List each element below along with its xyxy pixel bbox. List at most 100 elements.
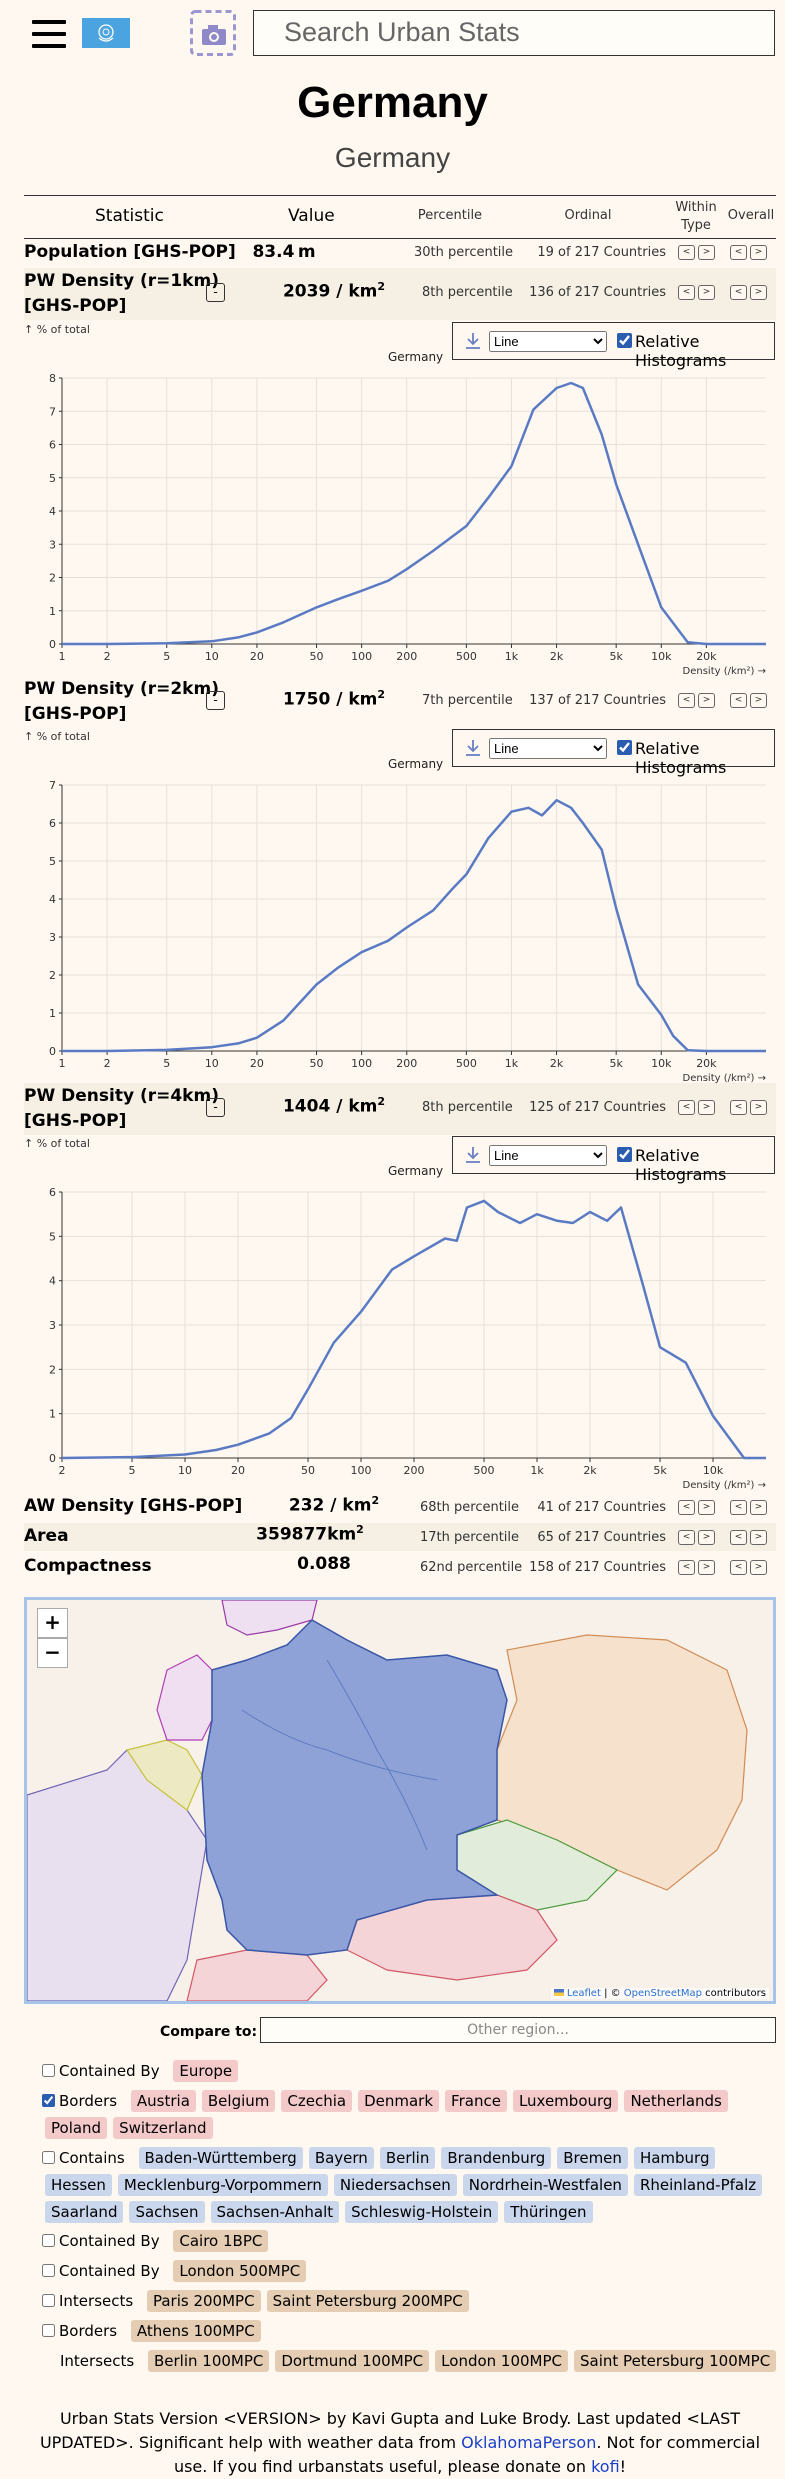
overall-prev-button[interactable]: < — [730, 1500, 747, 1515]
oklahomaperson-link[interactable]: OklahomaPerson — [461, 2433, 597, 2452]
camera-icon[interactable] — [190, 10, 236, 56]
region-chip[interactable]: Poland — [45, 2117, 108, 2139]
histogram-style-select[interactable]: Line — [489, 738, 607, 759]
region-chip[interactable]: Baden-Württemberg — [138, 2147, 303, 2169]
within-type-next-button[interactable]: > — [698, 1500, 715, 1515]
within-type-prev-button[interactable]: < — [678, 1530, 695, 1545]
stat-name[interactable]: Population [GHS-POP] — [24, 242, 236, 262]
within-type-next-button[interactable]: > — [698, 285, 715, 300]
within-type-prev-button[interactable]: < — [678, 1500, 695, 1515]
region-chip[interactable]: Bayern — [308, 2147, 374, 2169]
download-icon[interactable] — [463, 1145, 483, 1165]
overall-next-button[interactable]: > — [750, 1560, 767, 1575]
histogram-style-select[interactable]: Line — [489, 331, 607, 352]
region-chip[interactable]: Saint Petersburg 100MPC — [574, 2350, 777, 2372]
relative-histograms-checkbox[interactable] — [617, 740, 632, 755]
region-chip[interactable]: London 500MPC — [173, 2260, 307, 2282]
overall-prev-button[interactable]: < — [730, 1530, 747, 1545]
overall-prev-button[interactable]: < — [730, 1560, 747, 1575]
region-map[interactable]: + − Leaflet | © OpenStreetMap contributo… — [24, 1597, 776, 2004]
collapse-histogram-button[interactable]: - — [206, 283, 225, 302]
stat-name[interactable]: Area — [24, 1526, 69, 1546]
download-icon[interactable] — [463, 331, 483, 351]
overall-prev-button[interactable]: < — [730, 285, 747, 300]
relationship-checkbox[interactable] — [42, 2264, 55, 2277]
stat-name[interactable]: AW Density [GHS-POP] — [24, 1496, 243, 1516]
within-type-prev-button[interactable]: < — [678, 285, 695, 300]
download-icon[interactable] — [463, 738, 483, 758]
relationship-checkbox[interactable] — [42, 2324, 55, 2337]
histogram-style-select[interactable]: Line — [489, 1145, 607, 1166]
region-chip[interactable]: Sachsen — [129, 2201, 205, 2223]
region-chip[interactable]: Hessen — [45, 2174, 112, 2196]
hamburger-menu-icon[interactable] — [32, 20, 66, 50]
region-chip[interactable]: Schleswig-Holstein — [345, 2201, 499, 2223]
region-chip[interactable]: Austria — [130, 2090, 196, 2112]
map-zoom-in-button[interactable]: + — [37, 1608, 68, 1638]
relationship-checkbox[interactable] — [42, 2234, 55, 2247]
within-type-next-button[interactable]: > — [698, 245, 715, 260]
region-chip[interactable]: Sachsen-Anhalt — [210, 2201, 340, 2223]
region-chip[interactable]: Netherlands — [624, 2090, 728, 2112]
overall-next-button[interactable]: > — [750, 285, 767, 300]
within-type-prev-button[interactable]: < — [678, 245, 695, 260]
overall-next-button[interactable]: > — [750, 1530, 767, 1545]
region-chip[interactable]: Berlin — [379, 2147, 436, 2169]
relationship-checkbox[interactable] — [42, 2294, 55, 2307]
region-chip[interactable]: Belgium — [201, 2090, 276, 2112]
region-chip[interactable]: Berlin 100MPC — [147, 2350, 270, 2372]
within-type-next-button[interactable]: > — [698, 1100, 715, 1115]
overall-next-button[interactable]: > — [750, 1100, 767, 1115]
region-chip[interactable]: Paris 200MPC — [146, 2290, 261, 2312]
un-flag-icon[interactable] — [82, 18, 130, 48]
region-chip[interactable]: Brandenburg — [441, 2147, 552, 2169]
relative-histograms-checkbox[interactable] — [617, 1147, 632, 1162]
leaflet-link[interactable]: Leaflet — [566, 1988, 601, 1999]
region-chip[interactable]: Cairo 1BPC — [173, 2230, 269, 2252]
overall-next-button[interactable]: > — [750, 1500, 767, 1515]
stat-name[interactable]: PW Density (r=4km) [GHS-POP] — [24, 1086, 219, 1131]
region-chip[interactable]: Denmark — [358, 2090, 440, 2112]
region-chip[interactable]: Czechia — [281, 2090, 353, 2112]
within-type-prev-button[interactable]: < — [678, 693, 695, 708]
within-type-next-button[interactable]: > — [698, 1530, 715, 1545]
overall-prev-button[interactable]: < — [730, 245, 747, 260]
relationship-checkbox[interactable] — [42, 2094, 55, 2107]
region-chip[interactable]: Mecklenburg-Vorpommern — [117, 2174, 328, 2196]
overall-prev-button[interactable]: < — [730, 1100, 747, 1115]
overall-next-button[interactable]: > — [750, 245, 767, 260]
region-chip[interactable]: Thüringen — [504, 2201, 593, 2223]
region-chip[interactable]: Nordrhein-Westfalen — [462, 2174, 628, 2196]
region-chip[interactable]: Saint Petersburg 200MPC — [266, 2290, 469, 2312]
collapse-histogram-button[interactable]: - — [206, 691, 225, 710]
stat-name[interactable]: Compactness — [24, 1556, 152, 1576]
compare-input[interactable]: Other region... — [260, 2017, 776, 2043]
region-chip[interactable]: London 100MPC — [435, 2350, 569, 2372]
overall-prev-button[interactable]: < — [730, 693, 747, 708]
region-chip[interactable]: Saarland — [45, 2201, 124, 2223]
region-chip[interactable]: Bremen — [557, 2147, 628, 2169]
map-canvas[interactable] — [27, 1600, 773, 2001]
overall-next-button[interactable]: > — [750, 693, 767, 708]
stat-name[interactable]: PW Density (r=2km) [GHS-POP] — [24, 679, 219, 724]
within-type-next-button[interactable]: > — [698, 693, 715, 708]
region-chip[interactable]: Hamburg — [633, 2147, 716, 2169]
search-input[interactable]: Search Urban Stats — [253, 10, 775, 56]
relative-histograms-checkbox[interactable] — [617, 333, 632, 348]
collapse-histogram-button[interactable]: - — [206, 1098, 225, 1117]
region-chip[interactable]: Rheinland-Pfalz — [633, 2174, 763, 2196]
region-chip[interactable]: Niedersachsen — [333, 2174, 457, 2196]
osm-link[interactable]: OpenStreetMap — [623, 1988, 702, 1999]
region-chip[interactable]: Europe — [173, 2060, 239, 2082]
region-chip[interactable]: Athens 100MPC — [130, 2320, 261, 2342]
region-chip[interactable]: Luxembourg — [512, 2090, 619, 2112]
relationship-checkbox[interactable] — [42, 2064, 55, 2077]
within-type-prev-button[interactable]: < — [678, 1100, 695, 1115]
within-type-prev-button[interactable]: < — [678, 1560, 695, 1575]
region-chip[interactable]: France — [445, 2090, 507, 2112]
within-type-next-button[interactable]: > — [698, 1560, 715, 1575]
relationship-checkbox[interactable] — [42, 2151, 55, 2164]
region-chip[interactable]: Switzerland — [113, 2117, 213, 2139]
region-chip[interactable]: Dortmund 100MPC — [275, 2350, 430, 2372]
stat-name[interactable]: PW Density (r=1km) [GHS-POP] — [24, 271, 219, 316]
